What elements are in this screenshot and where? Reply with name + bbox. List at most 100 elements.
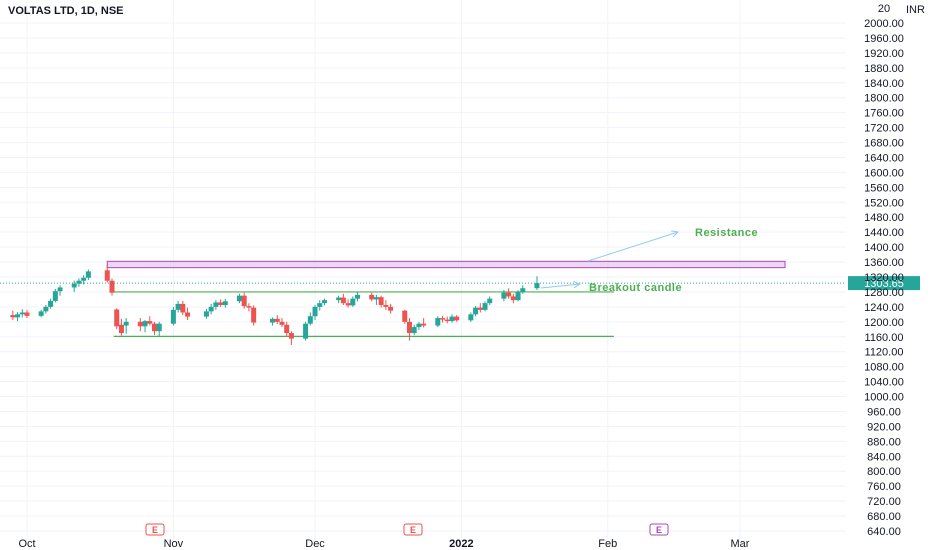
candle-body <box>355 294 361 299</box>
x-tick-label: Nov <box>164 538 184 550</box>
candle-body <box>340 297 346 304</box>
candle <box>350 296 356 307</box>
candle <box>24 309 30 319</box>
y-tick-label: 880.00 <box>867 436 901 448</box>
candle-body <box>378 297 384 306</box>
candle-body <box>109 280 115 293</box>
candle <box>402 309 408 324</box>
candle-body <box>477 307 483 310</box>
x-tick-label: Dec <box>305 538 325 550</box>
candle <box>185 307 191 320</box>
candle-body <box>369 294 375 300</box>
candle <box>71 280 77 292</box>
resistance-arrow[interactable] <box>587 230 680 262</box>
candle <box>303 321 309 341</box>
price-axis[interactable]: 640.00 680.00 720.00 760.00 800.00 840.00 880.… <box>864 3 904 538</box>
y-tick-label: 1320.00 <box>864 272 904 284</box>
candle-body <box>473 307 479 315</box>
breakout-arrow[interactable] <box>540 281 582 289</box>
candle-body <box>520 288 526 292</box>
candle <box>241 292 247 309</box>
candle-body <box>515 291 521 301</box>
candle <box>76 278 82 287</box>
y-tick-label: 1080.00 <box>864 362 904 374</box>
candle <box>175 300 181 313</box>
candle <box>406 318 412 341</box>
last-price-value: 1303.65 <box>864 278 904 290</box>
candle <box>340 293 346 306</box>
y-tick-label: 1800.00 <box>864 93 904 105</box>
y-tick-label: 1640.00 <box>864 152 904 164</box>
candle <box>383 300 389 310</box>
candle-body <box>114 309 120 327</box>
y-tick-label: 1720.00 <box>864 123 904 135</box>
candle <box>118 318 124 336</box>
chart-title: VOLTAS LTD, 1D, NSE <box>8 5 124 17</box>
earnings-marker-nov[interactable]: E <box>145 523 165 536</box>
candle-body <box>222 301 228 306</box>
candle <box>336 295 342 304</box>
candle <box>10 310 16 320</box>
candle <box>208 303 214 315</box>
candle <box>236 293 242 304</box>
candle-body <box>251 307 257 323</box>
candle-body <box>142 321 148 327</box>
candle <box>501 290 507 302</box>
candle-body <box>218 302 224 306</box>
candle-body <box>213 302 219 307</box>
annotation-arrows <box>540 230 680 289</box>
breakout-candle-label: Breakout candle <box>589 282 682 294</box>
candle <box>307 312 313 326</box>
candle <box>510 293 516 304</box>
candle <box>411 324 417 335</box>
earnings-marker-box <box>649 523 669 536</box>
candle-body <box>246 306 252 308</box>
candle <box>203 308 209 319</box>
candle-body <box>81 277 87 281</box>
candle-body <box>15 314 21 318</box>
candle-body <box>147 321 153 324</box>
candle <box>279 318 285 328</box>
candle-body <box>10 315 16 318</box>
candle <box>274 315 280 325</box>
candle-body <box>118 324 124 334</box>
time-axis[interactable]: Oct Nov Dec 2022 Feb Mar <box>18 538 749 550</box>
candle <box>369 292 375 302</box>
candle <box>444 316 450 324</box>
candle-body <box>501 292 507 299</box>
earnings-marker-jan[interactable]: E <box>403 523 423 536</box>
candle <box>251 305 257 326</box>
candle <box>321 298 327 306</box>
candle-body <box>487 298 493 304</box>
candle-body <box>435 318 441 326</box>
candle-body <box>307 316 313 324</box>
candle-body <box>203 311 209 317</box>
candle <box>454 315 460 322</box>
arrow-head <box>573 281 582 289</box>
candle-body <box>482 303 488 310</box>
candle-body <box>416 323 422 328</box>
candle-body <box>104 270 110 281</box>
candle-body <box>170 309 176 324</box>
y-tick-label: 1480.00 <box>864 212 904 224</box>
candle <box>317 300 323 311</box>
last-price-tag: 1303.65 <box>848 276 920 291</box>
candle <box>288 331 294 345</box>
candle <box>218 299 224 307</box>
candle-body <box>440 318 446 320</box>
y-tick-label: 1120.00 <box>865 347 904 359</box>
candle <box>137 318 143 332</box>
earnings-marker-label: E <box>656 525 662 535</box>
y-tick-label: 1840.00 <box>864 78 904 90</box>
earnings-marker-label: E <box>410 525 416 535</box>
earnings-marker-feb[interactable]: E <box>649 523 669 536</box>
candle-body <box>274 318 280 322</box>
candle <box>213 300 219 310</box>
candle <box>506 288 512 299</box>
resistance-zone-layer <box>106 260 786 269</box>
resistance-zone[interactable] <box>106 260 786 269</box>
candle-body <box>321 300 327 304</box>
y-tick-label: 1680.00 <box>864 138 904 150</box>
candle-body <box>175 303 181 310</box>
